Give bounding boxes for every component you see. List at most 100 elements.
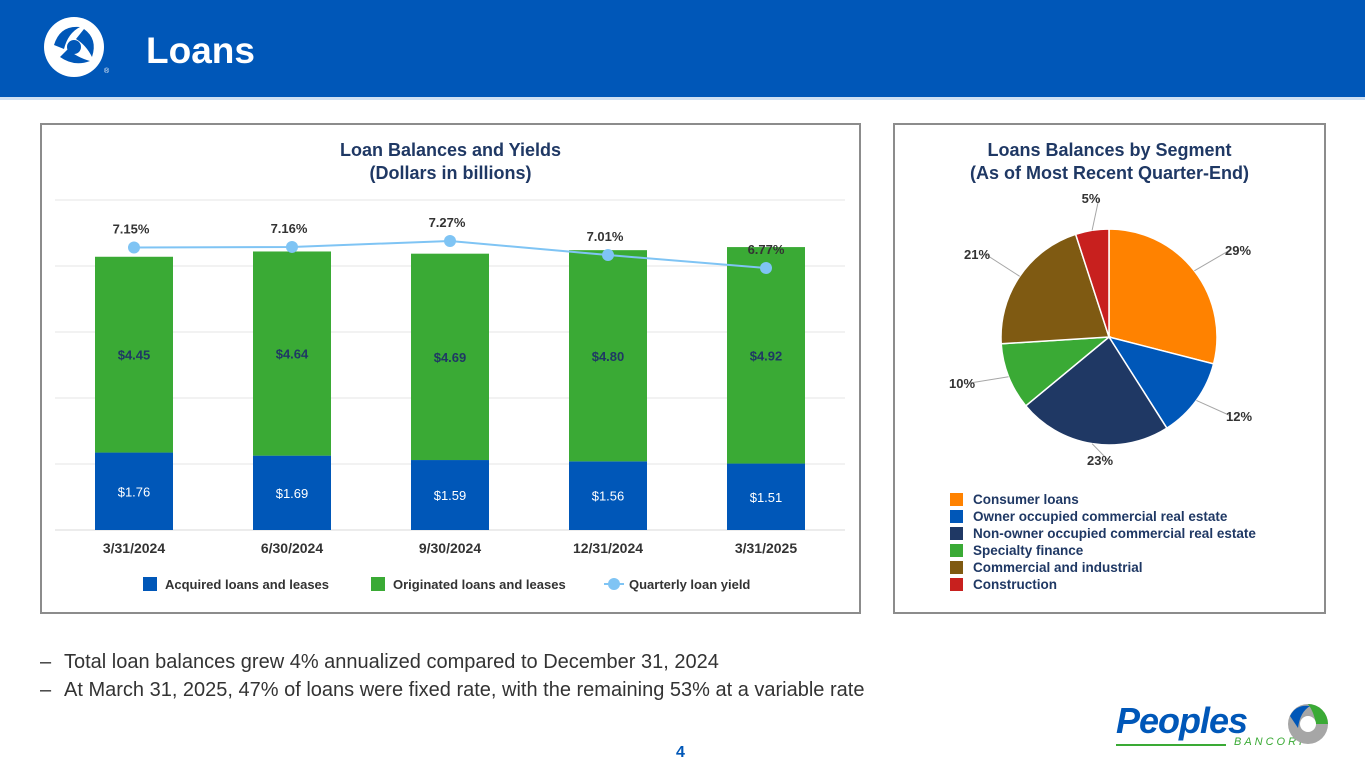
yield-point — [760, 262, 772, 274]
legend-label: Consumer loans — [973, 492, 1079, 507]
legend-item: Specialty finance — [950, 542, 1256, 559]
pie-chart: 29% 12% 23% 10% 21% 5% — [949, 191, 1252, 468]
x-tick-label: 9/30/2024 — [419, 540, 481, 556]
bar-label-originated: $4.69 — [434, 350, 467, 365]
x-tick-label: 12/31/2024 — [573, 540, 643, 556]
bar-label-acquired: $1.76 — [118, 484, 151, 499]
legend-item: Owner occupied commercial real estate — [950, 508, 1256, 525]
logo-sub: BANCORP — [1234, 736, 1310, 748]
legend-label: Specialty finance — [973, 543, 1084, 558]
bar-label-acquired: $1.59 — [434, 488, 467, 503]
legend-swatch — [950, 527, 963, 540]
bar-label-originated: $4.64 — [276, 347, 309, 362]
yield-point — [602, 249, 614, 262]
yield-label: 6.77% — [748, 242, 785, 257]
x-tick-label: 6/30/2024 — [261, 540, 323, 556]
bullet-list: – Total loan balances grew 4% annualized … — [40, 648, 864, 704]
legend-label: Owner occupied commercial real estate — [973, 509, 1228, 524]
yield-label: 7.27% — [429, 215, 466, 230]
pie-leader-line — [1194, 249, 1231, 272]
peoples-emblem-icon: ® — [44, 17, 110, 77]
pie-legend: Consumer loans Owner occupied commercial … — [950, 491, 1256, 593]
pie-label: 10% — [949, 376, 975, 391]
legend-swatch — [950, 544, 963, 557]
legend-marker-yield — [608, 578, 620, 590]
legend-item: Commercial and industrial — [950, 559, 1256, 576]
bar-acquired — [411, 460, 489, 530]
page-title: Loans — [146, 30, 255, 71]
logo-emblem-icon — [1288, 704, 1328, 744]
pie-leader-line — [1091, 443, 1109, 461]
yield-point — [444, 235, 456, 247]
yield-point — [128, 241, 140, 254]
bar-chart-subtitle: (Dollars in billions) — [369, 163, 532, 183]
pie-chart-title: Loans Balances by Segment — [987, 140, 1232, 160]
bullet-marker: – — [40, 679, 52, 701]
pie-leader-line — [969, 376, 1009, 384]
page-number: 4 — [676, 744, 685, 761]
pie-label: 29% — [1225, 243, 1251, 258]
bar-label-originated: $4.45 — [118, 348, 151, 363]
svg-text:®: ® — [104, 67, 110, 75]
bar-acquired — [253, 455, 331, 530]
yield-point — [286, 240, 298, 253]
bar-originated — [253, 251, 331, 456]
header-divider — [0, 97, 1365, 100]
bar-chart: $1.76 $4.45 3/31/2024 $1.69 $4.64 6/30/2024 $1… — [55, 199, 845, 592]
legend-label: Non-owner occupied commercial real estat… — [973, 526, 1256, 541]
x-tick-label: 3/31/2025 — [735, 540, 797, 556]
legend-swatch-originated — [371, 577, 385, 591]
legend-label-acquired: Acquired loans and leases — [165, 577, 329, 592]
legend-item: Consumer loans — [950, 491, 1256, 508]
pie-slice — [1108, 228, 1218, 365]
legend-swatch — [950, 510, 963, 523]
x-tick-label: 3/31/2024 — [103, 540, 165, 556]
legend-swatch — [950, 493, 963, 506]
bar-label-originated: $4.92 — [750, 348, 783, 363]
bar-label-acquired: $1.51 — [750, 490, 783, 505]
legend-item: Construction — [950, 576, 1256, 593]
pie-slice — [1000, 233, 1111, 345]
logo-name: Peoples — [1116, 700, 1248, 741]
logo-rule — [1116, 744, 1226, 746]
pie-label: 21% — [964, 247, 990, 262]
pie-slice — [1074, 228, 1110, 338]
bar-label-acquired: $1.56 — [592, 489, 625, 504]
legend-label-yield: Quarterly loan yield — [629, 577, 750, 592]
bar-label-acquired: $1.69 — [276, 486, 309, 501]
bar-acquired — [95, 452, 173, 530]
bullet-marker: – — [40, 651, 52, 673]
bar-originated — [569, 250, 647, 462]
header-bar — [0, 0, 1365, 97]
bar-originated — [727, 247, 805, 464]
legend-swatch — [950, 561, 963, 574]
pie-leader-line — [1196, 400, 1232, 417]
pie-slice — [1107, 335, 1215, 430]
bullet-item: – At March 31, 2025, 47% of loans were fi… — [40, 676, 864, 704]
legend-swatch-acquired — [143, 577, 157, 591]
bullet-text: Total loan balances grew 4% annualized c… — [64, 651, 719, 673]
bar-acquired — [569, 461, 647, 530]
bullet-item: – Total loan balances grew 4% annualized … — [40, 648, 864, 676]
pie-label: 23% — [1087, 453, 1113, 468]
bar-chart-title: Loan Balances and Yields — [339, 140, 562, 160]
bar-label-originated: $4.80 — [592, 349, 625, 364]
legend-label: Commercial and industrial — [973, 560, 1143, 575]
bar-originated — [95, 256, 173, 453]
yield-label: 7.16% — [271, 221, 308, 236]
pie-leader-line — [1091, 197, 1100, 231]
pie-chart-subtitle: (As of Most Recent Quarter-End) — [969, 163, 1250, 183]
legend-swatch — [950, 578, 963, 591]
yield-label: 7.01% — [587, 229, 624, 244]
legend-label: Construction — [973, 577, 1057, 592]
pie-label: 12% — [1226, 409, 1252, 424]
legend-label-originated: Originated loans and leases — [393, 577, 566, 592]
pie-slice — [1024, 335, 1168, 446]
pie-label: 5% — [1082, 191, 1101, 206]
legend-item: Non-owner occupied commercial real estat… — [950, 525, 1256, 542]
bullet-text: At March 31, 2025, 47% of loans were fix… — [64, 679, 865, 701]
peoples-bancorp-logo: Peoples BANCORP — [1116, 700, 1328, 752]
bar-originated — [411, 253, 489, 461]
bar-acquired — [727, 463, 805, 530]
yield-label: 7.15% — [113, 221, 150, 236]
